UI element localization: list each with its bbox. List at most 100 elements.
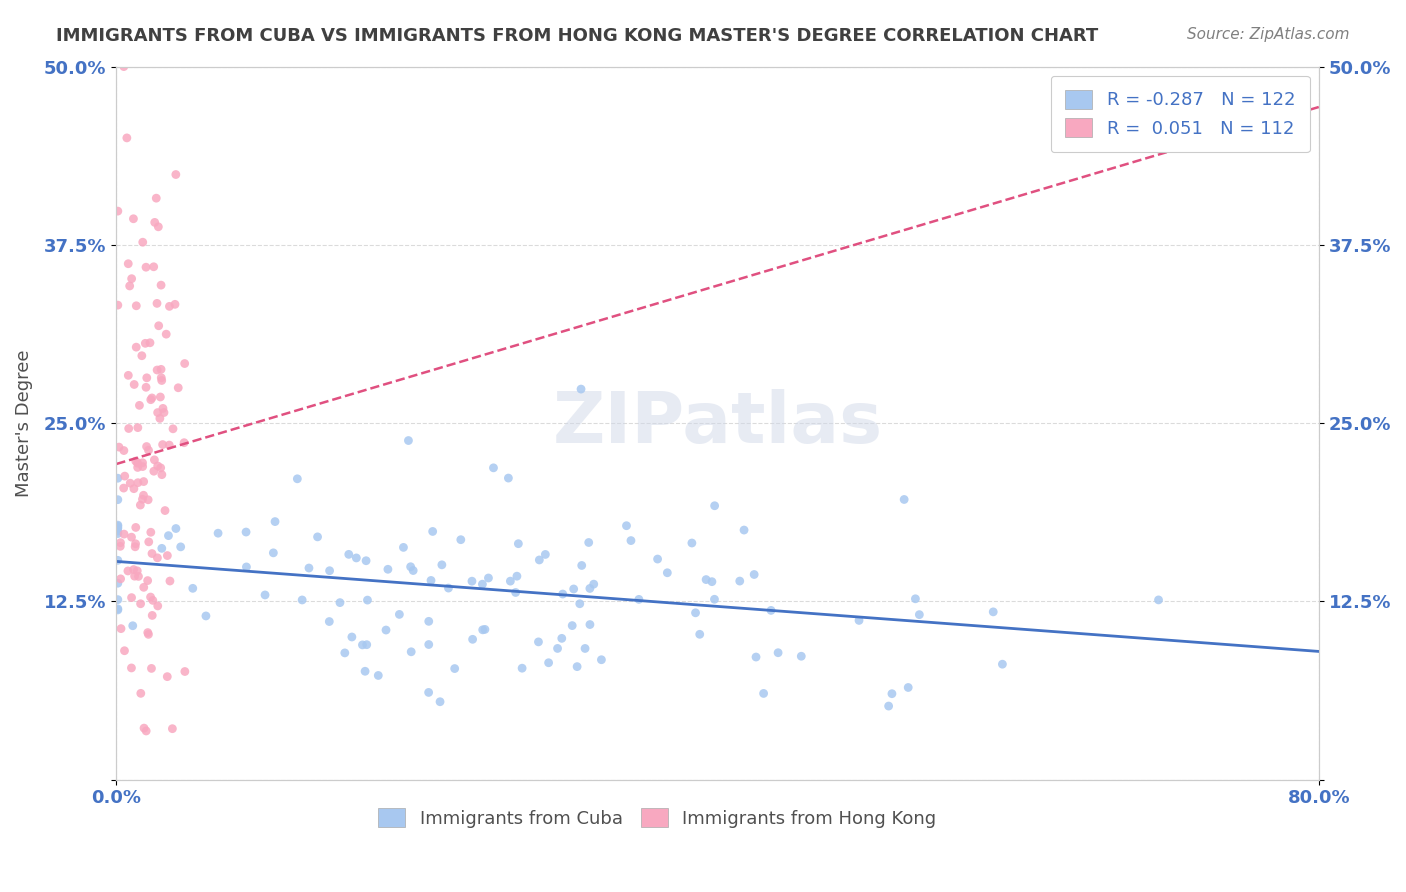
Point xyxy=(163,297,186,311)
Point xyxy=(461,574,484,589)
Point xyxy=(461,632,484,647)
Point xyxy=(128,398,150,412)
Point xyxy=(574,641,596,656)
Point xyxy=(695,573,717,587)
Point xyxy=(418,615,440,629)
Point xyxy=(510,661,533,675)
Point xyxy=(790,649,813,664)
Point xyxy=(141,661,163,675)
Point xyxy=(420,574,443,588)
Point xyxy=(107,526,129,541)
Point xyxy=(150,362,173,376)
Point xyxy=(742,567,765,582)
Point xyxy=(551,587,574,601)
Point xyxy=(388,607,411,622)
Point xyxy=(121,591,143,605)
Point xyxy=(122,563,145,577)
Point xyxy=(285,472,308,486)
Point xyxy=(904,591,927,606)
Point xyxy=(579,617,602,632)
Point xyxy=(578,535,600,549)
Point xyxy=(122,377,145,392)
Point xyxy=(114,644,136,658)
Point xyxy=(897,681,920,695)
Point xyxy=(167,381,190,395)
Point xyxy=(153,503,176,517)
Point xyxy=(173,357,195,371)
Point xyxy=(122,482,145,496)
Point xyxy=(146,458,169,473)
Point xyxy=(392,541,415,555)
Point xyxy=(356,593,378,607)
Point xyxy=(107,471,129,485)
Point xyxy=(616,518,638,533)
Point xyxy=(139,590,162,604)
Point xyxy=(165,168,187,182)
Point xyxy=(153,405,176,419)
Point xyxy=(127,564,149,578)
Point xyxy=(766,646,789,660)
Point xyxy=(152,401,174,416)
Point xyxy=(547,641,569,656)
Point xyxy=(498,471,520,485)
Point xyxy=(508,537,530,551)
Point xyxy=(146,599,169,613)
Point xyxy=(138,534,160,549)
Point xyxy=(318,564,340,578)
Point xyxy=(356,638,378,652)
Point xyxy=(703,499,725,513)
Point xyxy=(149,460,172,475)
Point xyxy=(657,566,679,580)
Point xyxy=(534,548,557,562)
Point xyxy=(354,554,377,568)
Point xyxy=(132,488,155,502)
Point xyxy=(254,588,277,602)
Point xyxy=(107,601,129,615)
Point xyxy=(689,627,711,641)
Point xyxy=(124,569,146,583)
Point xyxy=(396,434,419,448)
Point xyxy=(150,374,173,388)
Point xyxy=(125,520,148,534)
Text: ZIPatlas: ZIPatlas xyxy=(553,389,883,458)
Point xyxy=(477,571,499,585)
Point xyxy=(262,546,284,560)
Point xyxy=(402,564,425,578)
Point xyxy=(443,662,465,676)
Point xyxy=(527,635,550,649)
Point xyxy=(112,60,135,74)
Point xyxy=(129,597,152,611)
Point xyxy=(150,467,173,482)
Point xyxy=(150,541,173,556)
Point xyxy=(562,582,585,596)
Point xyxy=(132,475,155,489)
Point xyxy=(703,592,725,607)
Point xyxy=(354,665,377,679)
Y-axis label: Master's Degree: Master's Degree xyxy=(15,350,32,497)
Point xyxy=(127,475,149,490)
Point xyxy=(149,411,172,425)
Point xyxy=(591,653,613,667)
Point xyxy=(107,576,129,591)
Point xyxy=(337,547,360,561)
Point xyxy=(115,131,138,145)
Point xyxy=(685,606,707,620)
Point xyxy=(418,638,440,652)
Point xyxy=(112,481,135,495)
Point xyxy=(131,492,153,507)
Point xyxy=(159,574,181,588)
Point xyxy=(700,574,723,589)
Point xyxy=(156,670,179,684)
Point xyxy=(298,561,321,575)
Point xyxy=(162,422,184,436)
Point xyxy=(145,191,167,205)
Point xyxy=(367,668,389,682)
Point xyxy=(121,619,143,633)
Point xyxy=(118,421,141,435)
Text: Source: ZipAtlas.com: Source: ZipAtlas.com xyxy=(1187,27,1350,42)
Point xyxy=(110,535,132,549)
Point xyxy=(759,603,782,617)
Point xyxy=(129,686,152,700)
Point xyxy=(529,553,551,567)
Point xyxy=(752,686,775,700)
